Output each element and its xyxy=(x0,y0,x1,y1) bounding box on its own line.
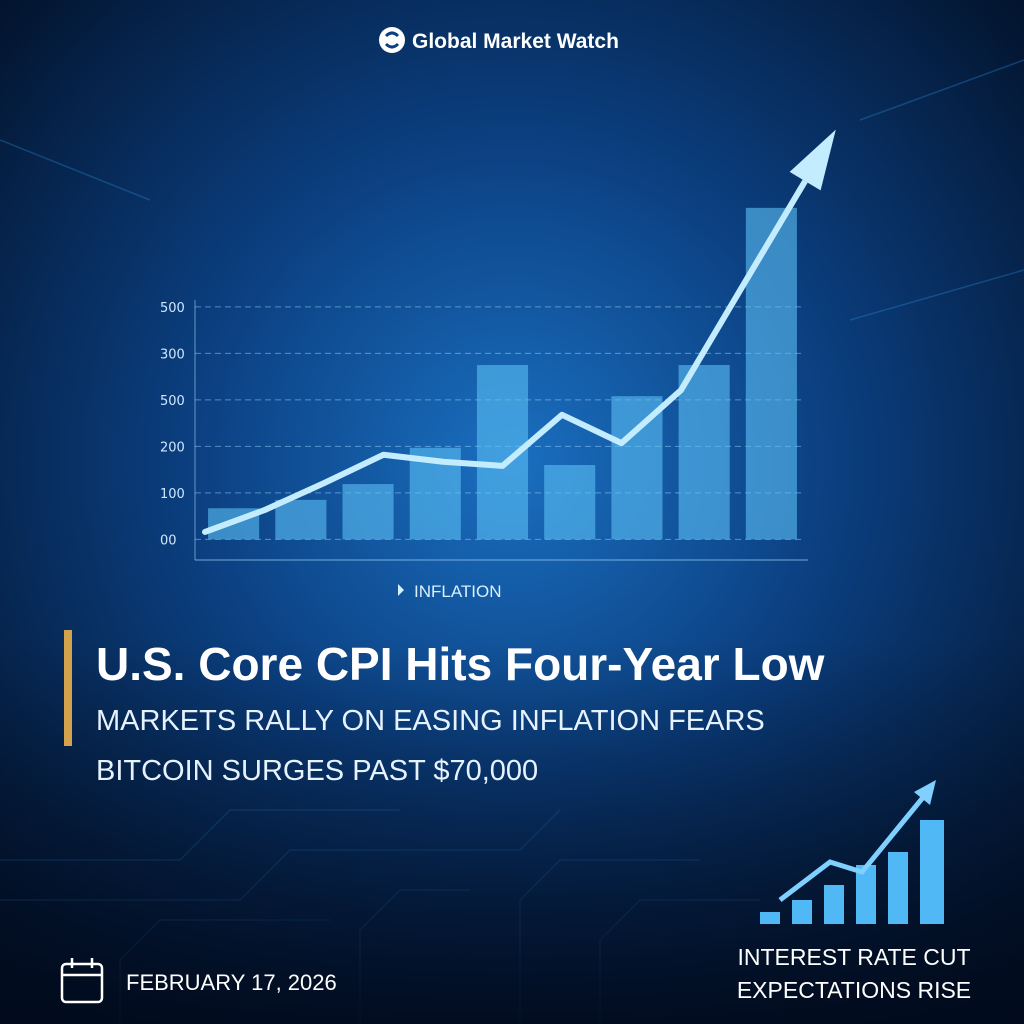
headline-accent xyxy=(64,630,72,746)
icon-bar xyxy=(920,820,944,924)
bar xyxy=(342,484,394,540)
trend-arrowhead xyxy=(789,129,836,191)
y-tick-label: 00 xyxy=(160,533,177,548)
icon-bar xyxy=(792,900,812,924)
chart: 00 100 200 500 300 500 xyxy=(160,129,836,561)
y-tick-label: 500 xyxy=(160,301,185,316)
tag-arrow xyxy=(398,584,404,596)
bar xyxy=(678,365,730,540)
icon-bar xyxy=(888,852,908,924)
bar xyxy=(611,396,663,540)
subhead: MARKETS RALLY ON EASING INFLATION FEARS xyxy=(96,705,765,737)
callout: INTEREST RATE CUT xyxy=(738,944,971,970)
icon-arrow xyxy=(914,780,936,805)
icon-bar xyxy=(760,912,780,924)
brand-logo-mark xyxy=(384,31,400,49)
callout: EXPECTATIONS RISE xyxy=(737,977,971,1003)
brand-name: Global Market Watch xyxy=(412,30,619,53)
brand-logo xyxy=(379,27,405,53)
y-tick-label: 300 xyxy=(160,347,185,362)
bar xyxy=(745,207,797,540)
calendar-frame xyxy=(60,962,104,1004)
icon-bar xyxy=(856,865,876,924)
trend-arrow-shaft xyxy=(797,179,808,192)
tag: INFLATION xyxy=(414,582,502,601)
brand: Global Market Watch xyxy=(379,27,619,53)
mini-chart-icon xyxy=(760,780,944,924)
date: FEBRUARY 17, 2026 xyxy=(126,970,337,995)
bar xyxy=(275,499,327,540)
trend-line xyxy=(202,186,803,535)
icon-line xyxy=(778,793,927,902)
y-tick-label: 100 xyxy=(160,487,185,502)
y-tick-label: 500 xyxy=(160,394,185,409)
icon-bar xyxy=(824,885,844,924)
subhead: BITCOIN SURGES PAST $70,000 xyxy=(96,755,538,787)
y-tick-label: 200 xyxy=(160,440,185,455)
bar xyxy=(544,465,596,540)
headline: U.S. Core CPI Hits Four-Year Low xyxy=(96,638,825,690)
bottom-shade xyxy=(0,640,1024,1024)
calendar-icon xyxy=(60,958,104,1004)
